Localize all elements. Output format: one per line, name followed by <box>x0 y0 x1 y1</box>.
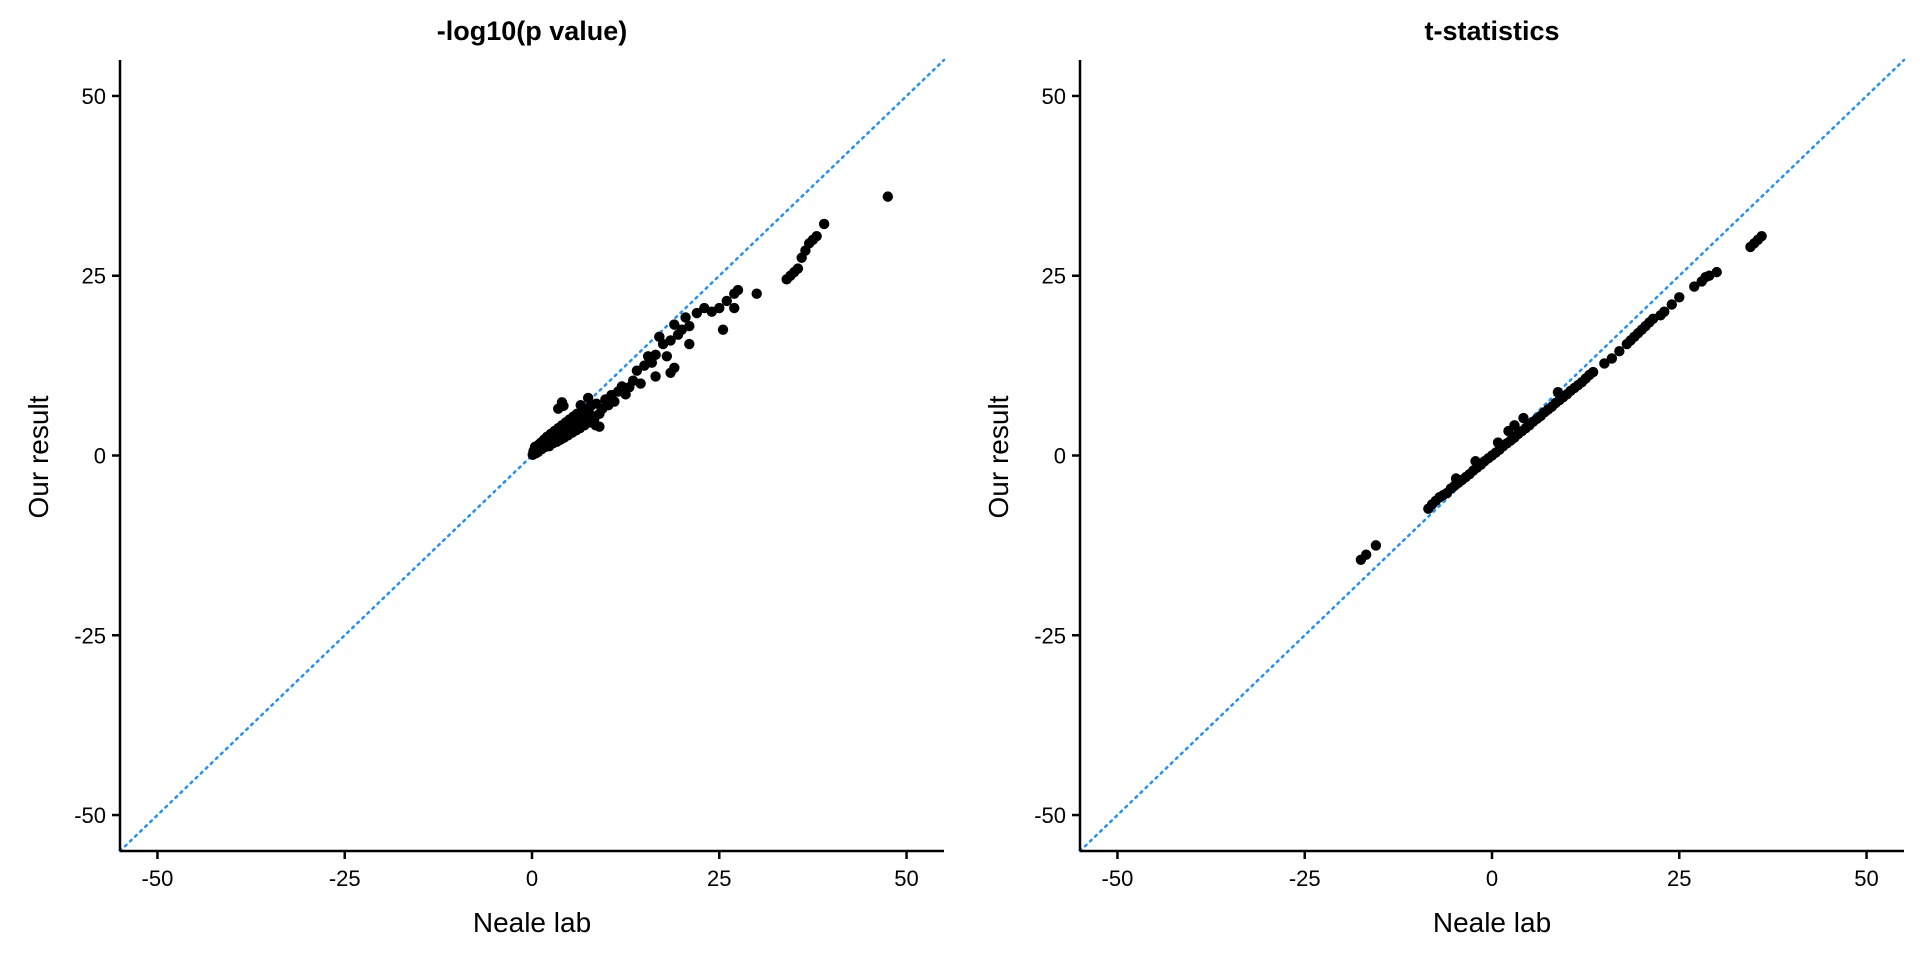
y-axis-title: Our result <box>23 395 54 518</box>
y-tick-label: 25 <box>82 264 106 289</box>
data-point <box>1674 292 1685 303</box>
x-tick-label: 50 <box>1854 866 1878 891</box>
x-axis-title: Neale lab <box>473 907 591 938</box>
scatter-panel-tstat: t-statistics Neale lab Our result -50 -25… <box>983 16 1906 938</box>
data-point <box>1360 549 1372 560</box>
data-point <box>1509 420 1520 431</box>
x-tick-label: -50 <box>1102 866 1134 891</box>
panel-title: t-statistics <box>1424 16 1559 46</box>
data-point <box>811 230 822 242</box>
data-point <box>691 307 702 319</box>
data-point <box>582 392 594 404</box>
x-tick-label: 25 <box>1667 866 1691 891</box>
data-point <box>732 284 744 296</box>
data-point <box>646 357 658 368</box>
x-tick-label: -25 <box>329 866 361 891</box>
data-point <box>882 191 894 202</box>
data-point <box>751 288 762 299</box>
data-point <box>1659 306 1670 317</box>
data-point <box>635 378 646 389</box>
data-point <box>558 400 569 412</box>
data-point <box>1614 346 1625 357</box>
identity-reference-line <box>118 58 946 853</box>
data-point <box>818 218 830 230</box>
y-tick-label: -50 <box>1034 803 1066 828</box>
x-tick-label: -50 <box>142 866 174 891</box>
y-tick-label: 25 <box>1042 264 1066 289</box>
data-point <box>1492 437 1504 448</box>
data-point <box>1470 456 1481 467</box>
y-axis-title: Our result <box>983 395 1014 518</box>
y-tick-label: -25 <box>74 623 106 648</box>
y-tick-label: 50 <box>82 84 106 109</box>
data-point <box>650 349 661 361</box>
data-point <box>792 263 804 274</box>
plot-area: -50 -25 0 25 50 -50 -25 0 25 50 <box>74 58 946 891</box>
x-tick-label: 25 <box>707 866 731 891</box>
data-point <box>616 381 628 392</box>
data-point <box>1518 412 1529 424</box>
y-tick-label: 0 <box>94 444 106 469</box>
data-point <box>680 312 691 323</box>
data-point <box>609 396 620 407</box>
data-point <box>729 302 740 314</box>
data-point <box>1711 266 1722 278</box>
y-tick-label: 50 <box>1042 84 1066 109</box>
data-point <box>650 371 661 382</box>
panel-title: -log10(p value) <box>437 16 628 46</box>
data-point <box>1689 281 1700 292</box>
data-point <box>1756 230 1767 242</box>
data-point <box>1666 299 1677 310</box>
data-point <box>665 367 676 379</box>
x-tick-label: 0 <box>526 866 538 891</box>
data-point <box>594 421 605 432</box>
data-point <box>1587 366 1599 378</box>
y-tick-label: 0 <box>1054 444 1066 469</box>
data-point <box>575 399 586 411</box>
data-point <box>1370 540 1382 551</box>
data-point <box>721 295 732 307</box>
data-point <box>631 365 643 376</box>
data-point <box>1599 358 1610 369</box>
x-axis-title: Neale lab <box>1433 907 1551 938</box>
x-tick-label: 0 <box>1486 866 1498 891</box>
plot-area: -50 -25 0 25 50 -50 -25 0 25 50 <box>1034 58 1906 891</box>
data-point <box>1606 353 1618 364</box>
data-point <box>669 319 680 330</box>
data-point <box>684 320 695 332</box>
data-point <box>684 338 695 350</box>
data-point <box>714 302 725 314</box>
x-tick-label: -25 <box>1289 866 1321 891</box>
data-point <box>1552 387 1564 398</box>
data-point <box>661 351 673 362</box>
y-tick-label: -25 <box>1034 623 1066 648</box>
y-tick-label: -50 <box>74 803 106 828</box>
scatter-panel-pvalue: -log10(p value) Neale lab Our result -50… <box>23 16 946 938</box>
identity-reference-line <box>1078 58 1906 853</box>
data-point <box>665 335 676 346</box>
x-tick-label: 50 <box>894 866 918 891</box>
data-point <box>717 324 729 335</box>
data-point <box>1450 473 1462 484</box>
